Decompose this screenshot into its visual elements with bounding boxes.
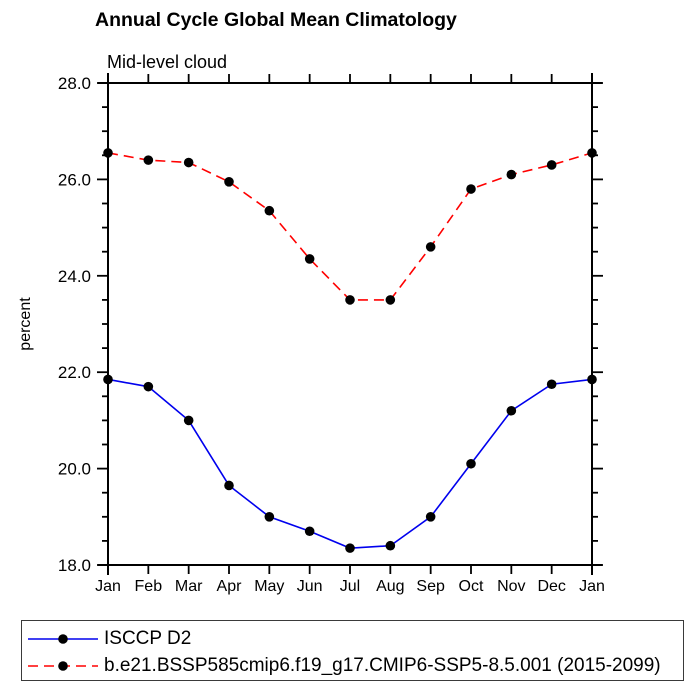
series-line-1 <box>107 152 593 301</box>
series-1 <box>103 148 597 305</box>
data-point-marker <box>224 177 234 187</box>
data-point-marker <box>345 543 355 553</box>
legend-marker-icon <box>58 660 68 671</box>
x-tick-label: Jan <box>579 578 605 595</box>
legend-item-1: b.e21.BSSP585cmip6.f19_g17.CMIP6-SSP5-8.… <box>25 652 683 679</box>
x-tick-label: Feb <box>135 578 163 595</box>
x-tick-label: Jun <box>297 578 323 595</box>
y-tick-label: 28.0 <box>58 74 91 93</box>
data-point-marker <box>587 374 597 385</box>
data-point-marker <box>143 381 154 392</box>
data-point-marker <box>506 169 517 180</box>
data-point-marker <box>143 155 154 165</box>
data-point-marker <box>103 374 113 385</box>
data-point-marker <box>385 540 396 551</box>
series-line-0 <box>107 378 593 549</box>
data-point-marker <box>385 295 396 305</box>
x-tick-label: Apr <box>217 578 243 595</box>
y-tick-label: 24.0 <box>58 267 91 286</box>
y-tick-label: 22.0 <box>58 363 91 382</box>
x-tick-label: Aug <box>376 578 404 595</box>
x-tick-label: Jan <box>95 578 121 595</box>
legend-label: ISCCP D2 <box>104 627 192 649</box>
data-point-marker <box>425 512 436 522</box>
data-point-marker <box>546 160 557 170</box>
data-point-marker <box>546 379 557 390</box>
data-point-marker <box>466 184 476 194</box>
legend-line-swatch <box>28 633 98 644</box>
y-tick-label: 26.0 <box>58 170 91 189</box>
data-point-marker <box>224 480 234 491</box>
data-point-marker <box>506 405 517 416</box>
data-point-marker <box>304 526 315 537</box>
x-tick-label: Nov <box>497 578 525 595</box>
legend-line-swatch <box>28 660 98 671</box>
data-point-marker <box>264 205 275 216</box>
data-point-marker <box>183 157 194 168</box>
chart-subtitle: Mid-level cloud <box>107 52 228 72</box>
axes-frame <box>98 73 602 575</box>
data-point-marker <box>264 512 275 522</box>
data-point-marker <box>466 458 476 469</box>
y-tick-label: 18.0 <box>58 556 91 575</box>
x-tick-label: Jul <box>340 578 360 595</box>
x-tick-label: Dec <box>537 578 565 595</box>
tick-marks <box>97 74 603 574</box>
legend-label: b.e21.BSSP585cmip6.f19_g17.CMIP6-SSP5-8.… <box>104 654 661 676</box>
data-point-marker <box>425 242 436 252</box>
data-point-marker <box>345 295 355 305</box>
series-0 <box>103 374 597 553</box>
chart-title: Annual Cycle Global Mean Climatology <box>95 9 457 31</box>
x-tick-label: Oct <box>459 578 484 595</box>
x-tick-label: Mar <box>175 578 203 595</box>
data-point-marker <box>183 415 194 426</box>
data-point-marker <box>103 148 113 158</box>
data-point-marker <box>304 254 315 264</box>
x-tick-label: May <box>254 578 284 595</box>
x-tick-label: Sep <box>416 578 445 595</box>
legend-item-0: ISCCP D2 <box>25 625 683 652</box>
y-tick-label: 20.0 <box>58 460 91 479</box>
legend: ISCCP D2 b.e21.BSSP585cmip6.f19_g17.CMIP6… <box>21 620 684 681</box>
data-point-marker <box>587 148 597 158</box>
legend-marker-icon <box>58 633 68 644</box>
